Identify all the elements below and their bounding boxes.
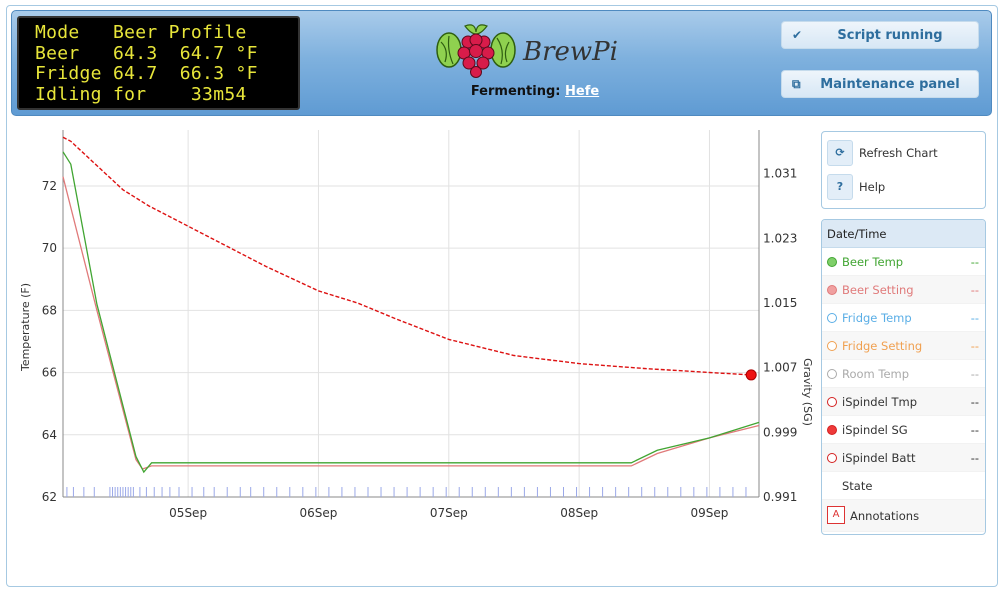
chart-axes (62, 130, 760, 498)
legend-state-label: State (842, 479, 873, 493)
legend-series-name: iSpindel Tmp (842, 395, 918, 409)
legend-annotations-label: Annotations (850, 509, 920, 523)
x-tick-label: 07Sep (430, 506, 468, 520)
temperature-chart[interactable]: 62 64 66 68 70 72 0.991 0.999 1.007 1.015 1.023 1.0… (14, 122, 814, 532)
legend-swatch (827, 257, 837, 267)
help-label: Help (859, 180, 886, 194)
legend-series-name: Room Temp (842, 367, 910, 381)
y2-axis-label: Gravity (SG) (801, 358, 814, 426)
leaf-left-icon (436, 32, 462, 68)
refresh-chart-button[interactable]: ⟳ Refresh Chart (827, 140, 977, 166)
help-icon: ? (827, 174, 853, 200)
checkmark-icon: ✔ (792, 28, 803, 42)
lcd-line-fridge: Fridge 64.7 66.3 °F (35, 63, 258, 84)
annotation-markers (66, 487, 747, 497)
lcd-line-state: Idling for 33m54 (35, 83, 247, 105)
legend-series-value: -- (970, 283, 979, 297)
y-tick-label: 68 (42, 303, 57, 317)
maintenance-panel-label: Maintenance panel (820, 77, 960, 92)
legend-state-row: State (822, 472, 985, 500)
legend-row-ispindel-sg[interactable]: iSpindel SG -- (822, 416, 985, 444)
legend-series-value: -- (970, 423, 979, 437)
legend-series-value: -- (970, 395, 979, 409)
x-tick-label: 05Sep (169, 506, 207, 520)
legend-series-value: -- (970, 339, 979, 353)
legend-series-name: Fridge Setting (842, 339, 923, 353)
x-tick-label: 09Sep (691, 506, 729, 520)
beer-name-link[interactable]: Hefe (565, 84, 600, 99)
legend-series-value: -- (970, 255, 979, 269)
series-line-ispindel-sg (62, 136, 752, 376)
help-button[interactable]: ? Help (827, 174, 977, 200)
series-line-beer-setting (62, 176, 760, 470)
legend-row-ispindel-batt[interactable]: iSpindel Batt -- (822, 444, 985, 472)
legend-series-value: -- (970, 451, 979, 465)
brewpi-logo-text: BrewPi (522, 37, 618, 67)
legend-series-name: iSpindel SG (842, 423, 908, 437)
fermenting-label: Fermenting: (470, 84, 561, 99)
script-running-label: Script running (837, 28, 943, 43)
legend-series-name: iSpindel Batt (842, 451, 916, 465)
legend-series-value: -- (970, 367, 979, 381)
legend-series-value: -- (970, 311, 979, 325)
y-tick-label: 72 (42, 179, 57, 193)
legend-datetime: Date/Time (822, 220, 985, 248)
legend-series-name: Beer Temp (842, 255, 904, 269)
y-tick-label: 70 (42, 241, 57, 255)
maintenance-panel-button[interactable]: ⧉ Maintenance panel (781, 70, 979, 98)
y-tick-label: 62 (42, 490, 57, 504)
leaf-right-icon (490, 32, 516, 68)
lcd-line-mode: Mode Beer Profile (35, 22, 247, 43)
legend-row-room-temp[interactable]: Room Temp -- (822, 360, 985, 388)
refresh-chart-label: Refresh Chart (859, 146, 938, 160)
chart-series (62, 136, 760, 474)
lcd-display: Mode Beer Profile Beer 64.3 64.7 °F Frid… (17, 16, 300, 110)
sg-end-marker (745, 369, 757, 381)
legend-row-fridge-temp[interactable]: Fridge Temp -- (822, 304, 985, 332)
legend-swatch (827, 453, 837, 463)
legend-swatch (827, 341, 837, 351)
legend-rows: Beer Temp -- Beer Setting -- Fridge Temp -- Fr… (822, 248, 985, 472)
raspberry-icon (457, 24, 495, 78)
legend-annotations-row[interactable]: A Annotations (822, 500, 985, 532)
legend-swatch (827, 369, 837, 379)
y2-tick-label: 1.031 (763, 167, 797, 181)
legend-swatch (827, 313, 837, 323)
chart-grid (63, 130, 759, 498)
y-tick-label: 66 (42, 366, 57, 380)
y-axis-label: Temperature (F) (19, 283, 32, 372)
refresh-icon: ⟳ (827, 140, 853, 166)
brewpi-logo: BrewPi (436, 24, 618, 78)
legend-series-name: Fridge Temp (842, 311, 912, 325)
x-tick-label: 08Sep (560, 506, 598, 520)
legend-swatch (827, 285, 837, 295)
y2-tick-label: 0.999 (763, 425, 797, 439)
lcd-line-beer: Beer 64.3 64.7 °F (35, 42, 258, 64)
y2-tick-label: 1.023 (763, 231, 797, 245)
window-icon: ⧉ (792, 77, 801, 91)
series-line-beer-temp (62, 151, 760, 474)
fermenting-status: Fermenting: Hefe (430, 84, 640, 99)
legend-row-beer-setting[interactable]: Beer Setting -- (822, 276, 985, 304)
legend-row-beer-temp[interactable]: Beer Temp -- (822, 248, 985, 276)
annotation-icon: A (827, 506, 845, 524)
legend-swatch (827, 425, 837, 435)
chart-legend: Date/Time Beer Temp -- Beer Setting -- Fridg… (821, 219, 986, 535)
legend-row-ispindel-tmp[interactable]: iSpindel Tmp -- (822, 388, 985, 416)
legend-series-name: Beer Setting (842, 283, 914, 297)
y2-tick-label: 1.015 (763, 296, 797, 310)
script-running-button[interactable]: ✔ Script running (781, 21, 979, 49)
chart-controls: ⟳ Refresh Chart ? Help (821, 131, 986, 209)
legend-row-fridge-setting[interactable]: Fridge Setting -- (822, 332, 985, 360)
y2-tick-label: 0.991 (763, 490, 797, 504)
chart-ticks: 62 64 66 68 70 72 0.991 0.999 1.007 1.015 1.023 1.0… (42, 167, 798, 520)
y-tick-label: 64 (42, 428, 57, 442)
legend-swatch (827, 397, 837, 407)
x-tick-label: 06Sep (300, 506, 338, 520)
y2-tick-label: 1.007 (763, 361, 797, 375)
